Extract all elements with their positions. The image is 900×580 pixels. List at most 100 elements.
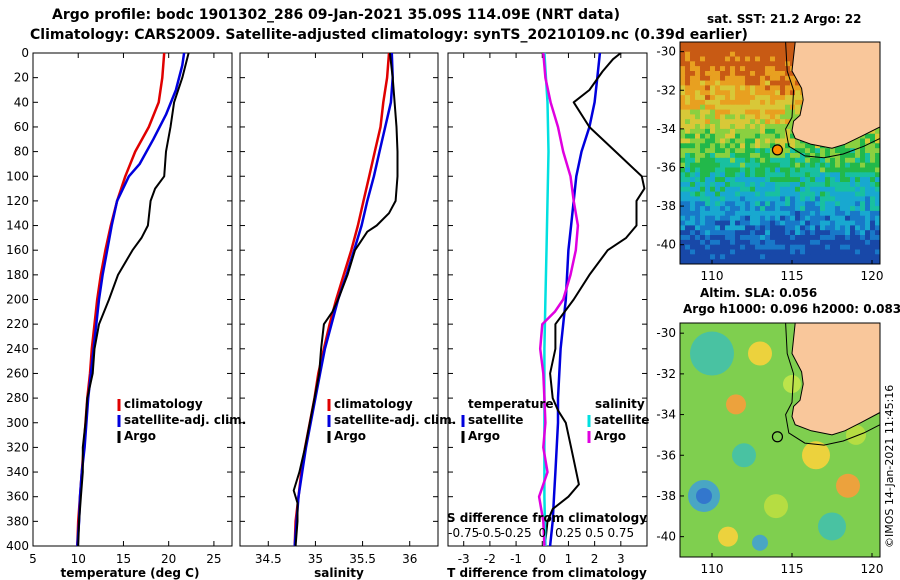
sst-cell	[760, 235, 766, 241]
sst-cell	[690, 124, 696, 130]
sst-cell	[680, 215, 686, 222]
sst-cell	[690, 75, 696, 82]
sst-cell	[730, 210, 736, 217]
sst-cell	[870, 206, 876, 212]
sst-cell	[820, 206, 826, 212]
sst-cell	[800, 177, 806, 183]
sst-cell	[790, 90, 796, 96]
sst-cell	[855, 182, 861, 188]
sst-cell	[725, 259, 731, 264]
sst-cell	[820, 157, 826, 164]
sst-cell	[785, 61, 791, 67]
sst-cell	[755, 109, 761, 115]
sst-cell	[730, 119, 736, 125]
sst-cell	[705, 157, 711, 164]
sst-cell	[870, 210, 876, 217]
sst-cell	[740, 80, 746, 86]
sst-cell	[810, 157, 816, 164]
top-x-tick-label: -0.75	[448, 526, 479, 540]
sst-cell	[855, 177, 861, 183]
sst-cell	[760, 157, 766, 164]
x-tick-label: 2	[591, 552, 599, 566]
sst-cell	[770, 196, 776, 202]
sst-cell	[710, 133, 716, 140]
sst-cell	[805, 206, 811, 212]
sst-cell	[730, 42, 736, 48]
sst-cell	[820, 249, 826, 255]
sst-cell	[850, 191, 856, 197]
sst-cell	[820, 172, 826, 178]
x-tick-label: 115	[781, 269, 804, 283]
sst-cell	[795, 210, 801, 217]
sst-cell	[865, 249, 871, 255]
sst-cell	[865, 157, 871, 164]
sst-cell	[695, 157, 701, 164]
sst-cell	[690, 177, 696, 183]
sst-cell	[770, 220, 776, 226]
sst-cell	[800, 148, 806, 154]
sst-cell	[770, 206, 776, 212]
sst-cell	[730, 143, 736, 149]
sst-cell	[870, 172, 876, 178]
sst-cell	[785, 75, 791, 82]
sst-cell	[800, 254, 806, 260]
sst-cell	[725, 46, 731, 53]
isobath-contour	[785, 42, 880, 159]
sst-cell	[740, 225, 746, 231]
sst-cell	[795, 104, 801, 111]
sst-cell	[810, 244, 816, 251]
sst-cell	[680, 230, 686, 236]
sst-cell	[790, 186, 796, 193]
sst-cell	[870, 225, 876, 231]
sst-cell	[735, 109, 741, 115]
sst-cell	[740, 66, 746, 72]
sst-cell	[715, 99, 721, 106]
sst-cell	[760, 90, 766, 96]
sst-cell	[740, 186, 746, 193]
sst-cell	[870, 138, 876, 144]
sst-cell	[770, 177, 776, 183]
sst-cell	[705, 196, 711, 202]
sst-cell	[780, 143, 786, 149]
sst-cell	[700, 99, 706, 106]
sst-cell	[850, 254, 856, 260]
difference-legend-salinity: salinity satellite Argo	[587, 397, 649, 443]
sst-cell	[785, 56, 791, 62]
sst-cell	[755, 235, 761, 241]
sst-cell	[700, 244, 706, 251]
sst-cell	[745, 99, 751, 106]
sst-cell	[765, 196, 771, 202]
sst-cell	[750, 206, 756, 212]
sst-cell	[820, 210, 826, 217]
sst-cell	[715, 61, 721, 67]
sst-cell	[690, 90, 696, 96]
sst-cell	[780, 42, 786, 48]
sst-cell	[765, 210, 771, 217]
sst-cell	[695, 90, 701, 96]
sst-cell	[740, 220, 746, 226]
sst-cell	[770, 99, 776, 106]
sst-cell	[720, 128, 726, 135]
sst-cell	[840, 210, 846, 217]
sst-cell	[815, 153, 821, 159]
sla-anomaly	[718, 526, 738, 547]
sst-cell	[860, 239, 866, 246]
sst-cell	[835, 191, 841, 197]
sst-cell	[815, 249, 821, 255]
sst-cell	[870, 254, 876, 260]
sst-cell	[825, 162, 831, 169]
sst-cell	[845, 172, 851, 178]
sst-cell	[725, 254, 731, 260]
sst-cell	[850, 138, 856, 144]
sst-cell	[795, 153, 801, 159]
sst-cell	[785, 157, 791, 164]
sst-cell	[700, 201, 706, 207]
sst-cell	[810, 143, 816, 149]
sst-cell	[800, 201, 806, 207]
sst-cell	[840, 153, 846, 159]
sst-cell	[755, 119, 761, 125]
sst-cell	[695, 201, 701, 207]
sst-cell	[715, 249, 721, 255]
sst-cell	[690, 220, 696, 226]
sst-cell	[805, 230, 811, 236]
